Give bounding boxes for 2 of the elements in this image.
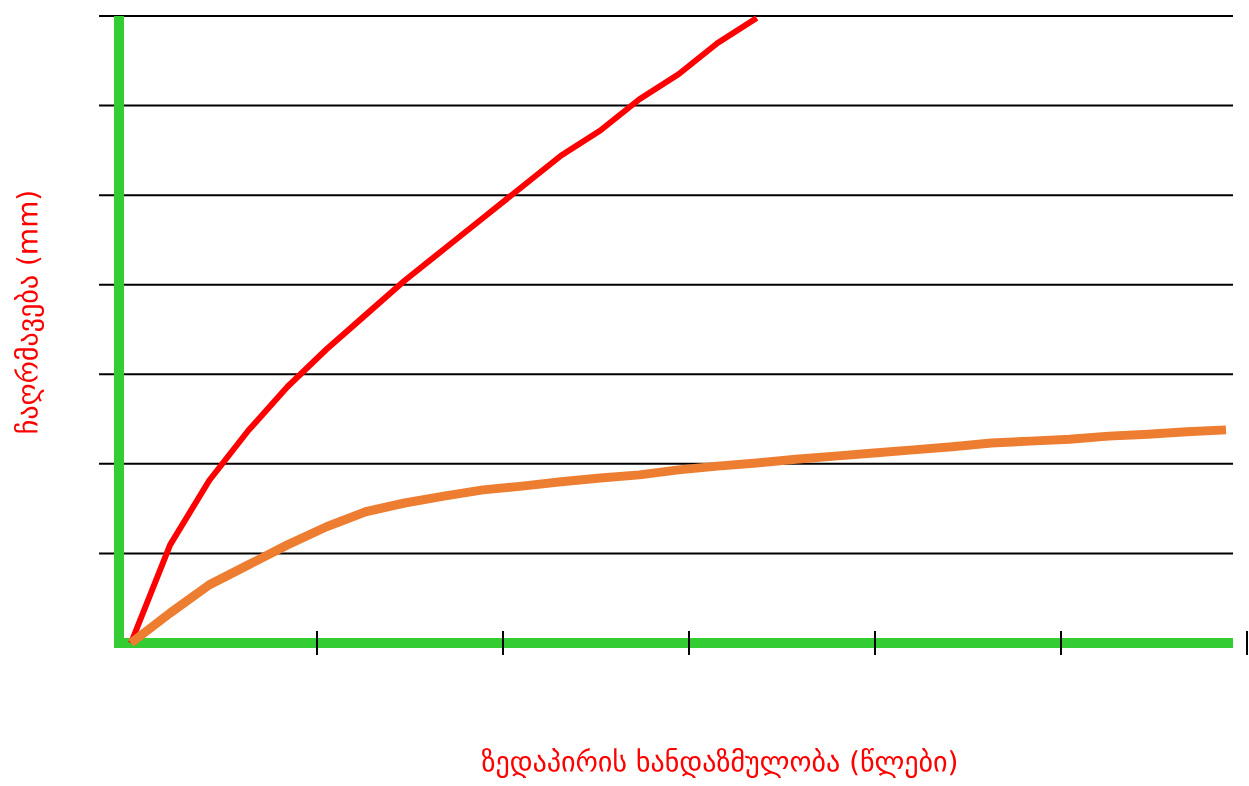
y-axis-title: ჩაღრმავება (mm) [13, 192, 45, 433]
x-axis-title: ზედაპირის ხანდაზმულობა (წლები) [482, 747, 957, 779]
